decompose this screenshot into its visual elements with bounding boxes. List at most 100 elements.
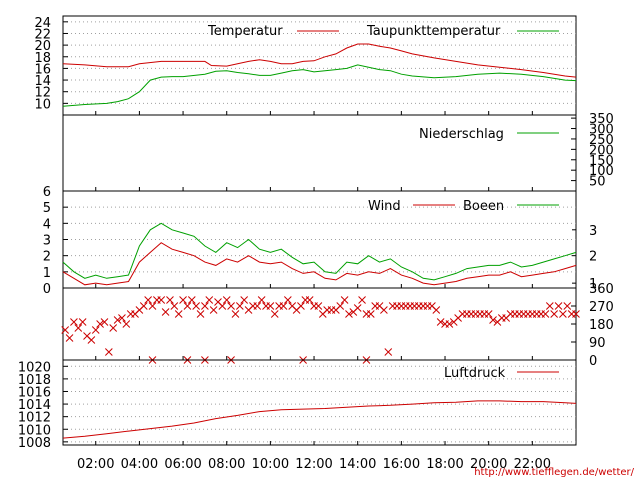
series-line-temperatur [62,43,577,78]
y-tick-label: 14 [34,74,51,89]
wind-direction-point [484,310,493,318]
wind-direction-point [209,306,218,314]
y-tick-label: 16 [34,62,51,77]
y-tick-label: 1010 [18,423,51,438]
wind-direction-point [96,320,104,328]
source-url[interactable]: http://www.tiefflegen.de/wetter/ [474,467,634,478]
wind-direction-point [545,302,554,310]
y-tick-label: 1020 [18,360,51,375]
wind-direction-point [118,314,126,322]
y-tick-label: 90 [589,336,606,351]
wind-direction-point [109,324,118,332]
wind-direction-point [314,302,323,310]
wind-direction-point [279,302,288,310]
y-tick-label: 150 [589,154,614,169]
wind-direction-point [541,310,550,318]
wind-direction-point [380,306,388,314]
wind-direction-point [139,302,148,310]
wind-direction-point [205,296,214,304]
y-tick-label: 1014 [18,398,51,413]
wind-direction-point [70,318,78,326]
y-tick-label: 100 [589,164,614,179]
x-tick-label: 22:00 [514,457,551,472]
wind-direction-point [201,302,209,310]
wind-direction-point [157,296,166,304]
x-tick-label: 14:00 [339,457,376,472]
wind-direction-point [445,320,454,328]
wind-direction-point [266,302,275,310]
series-line-taupunkttemperatur [62,64,577,107]
wind-direction-point [148,302,157,310]
y-tick-label: 18 [34,51,51,66]
wind-direction-point [179,296,187,304]
y-tick-label: 1 [43,266,51,281]
y-tick-label: 4 [43,217,51,232]
wind-direction-point [65,334,74,342]
wind-direction-point [353,304,362,312]
wind-direction-point [227,302,235,310]
wind-direction-point [345,310,353,318]
legend-taupunkt-label: Taupunkttemperatur [366,24,501,39]
wind-direction-point [559,310,567,318]
legend-wind-label: Wind [368,199,401,214]
wind-direction-point [218,302,227,310]
x-tick-label: 12:00 [295,457,332,472]
wind-direction-point [61,326,70,334]
wind-direction-point [222,296,231,304]
wind-direction-point [104,348,113,356]
x-tick-label: 04:00 [121,457,158,472]
wind-direction-point [161,308,170,316]
y-tick-label: 180 [589,318,614,333]
wind-direction-point [192,302,201,310]
y-tick-label: 5 [43,201,51,216]
series-line-boeen [62,222,577,281]
series-line-wind [62,242,577,286]
y-tick-label: 200 [589,143,614,158]
wind-direction-point [366,310,375,318]
y-tick-label: 1018 [18,373,51,388]
x-tick-label: 06:00 [164,457,201,472]
wind-direction-point [305,296,314,304]
wind-direction-point [187,296,196,304]
legend-boeen-label: Boeen [463,199,504,214]
y-tick-label: 1008 [18,436,51,451]
x-tick-label: 08:00 [208,457,245,472]
wind-direction-point [174,310,183,318]
legend-luftdruck-label: Luftdruck [444,366,506,381]
wind-direction-point [563,302,572,310]
wind-direction-point [336,302,345,310]
wind-direction-point [572,310,580,318]
right-tick-label: 3 [589,224,597,239]
legend-temperatur-label: Temperatur [207,24,283,39]
y-tick-label: 10 [34,97,51,112]
wind-direction-point [144,296,152,304]
wind-direction-point [231,310,240,318]
wind-direction-point [78,318,87,326]
x-tick-label: 10:00 [252,457,289,472]
y-tick-label: 250 [589,133,614,148]
y-tick-label: 1016 [18,385,51,400]
right-tick-label: 2 [589,250,597,265]
right-tick-label: 1 [589,277,597,292]
wind-direction-point [235,302,244,310]
wind-direction-point [270,310,279,318]
wind-direction-point [91,326,100,334]
pressure-frame [62,359,577,446]
y-tick-label: 360 [589,282,614,297]
wind-direction-point [122,320,131,328]
y-tick-label: 24 [34,16,51,31]
x-tick-label: 18:00 [426,457,463,472]
wind-direction-point [283,296,292,304]
wind-direction-point [384,348,393,356]
wind-direction-point [358,296,366,304]
wind-direction-point [253,302,262,310]
y-tick-label: 22 [34,27,51,42]
wind-direction-point [170,302,179,310]
wind-direction-point [183,302,192,310]
wind-direction-point [196,310,205,318]
wind-direction-point [74,324,83,332]
wind-direction-point [257,296,266,304]
